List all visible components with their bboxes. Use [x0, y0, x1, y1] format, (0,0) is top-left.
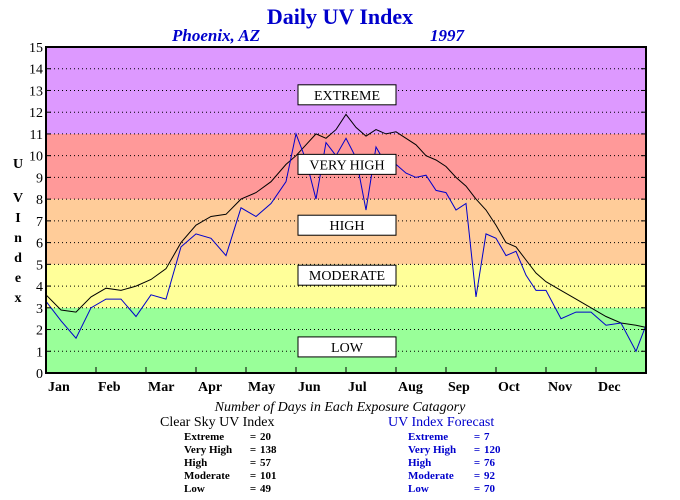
- row-value: 7: [484, 431, 490, 443]
- y-tick-label: 14: [29, 63, 43, 78]
- row-label: Very High: [184, 444, 233, 456]
- row-value: 57: [260, 457, 271, 469]
- forecast-row: Low = 70: [408, 483, 514, 496]
- y-tick-label: 10: [29, 150, 43, 165]
- y-tick-label: 15: [29, 41, 43, 56]
- band-label: HIGH: [330, 219, 365, 234]
- band-label: MODERATE: [309, 269, 385, 284]
- clear-sky-row: High = 57: [184, 457, 290, 470]
- x-tick-label: Nov: [548, 380, 572, 395]
- x-tick-label: Jun: [298, 380, 321, 395]
- y-tick-label: 8: [36, 193, 43, 208]
- row-label: High: [184, 457, 208, 469]
- band-label-box: [297, 153, 397, 175]
- y-axis-label-char: U: [13, 157, 23, 172]
- row-label: Extreme: [408, 431, 449, 443]
- band-label: EXTREME: [314, 89, 380, 104]
- clear-sky-summary: Clear Sky UV Index Extreme = 20 Very High =…: [160, 415, 290, 496]
- row-value: 70: [484, 483, 495, 495]
- forecast-row: High = 76: [408, 457, 514, 470]
- y-tick-label: 5: [36, 258, 43, 273]
- x-tick-label: Jan: [48, 380, 70, 395]
- x-tick-label: Jul: [348, 380, 367, 395]
- y-tick-label: 11: [30, 128, 43, 143]
- x-tick-label: Oct: [498, 380, 520, 395]
- y-tick-label: 4: [36, 280, 43, 295]
- row-value: 92: [484, 470, 495, 482]
- y-axis-label-char: x: [15, 291, 22, 306]
- row-value: 76: [484, 457, 495, 469]
- clear-sky-row: Very High = 138: [184, 444, 290, 457]
- y-axis-label-char: I: [15, 211, 20, 226]
- forecast-summary: UV Index Forecast Extreme = 7 Very High = 12…: [388, 415, 514, 496]
- band-label-box: [297, 84, 397, 106]
- band-label: VERY HIGH: [309, 158, 384, 173]
- y-axis-label-char: V: [13, 191, 23, 206]
- band-label-box: [297, 264, 397, 286]
- y-tick-label: 12: [29, 106, 43, 121]
- row-value: 138: [260, 444, 277, 456]
- x-tick-label: May: [248, 380, 275, 395]
- x-tick-label: Mar: [148, 380, 174, 395]
- forecast-row: Very High = 120: [408, 444, 514, 457]
- band-label-box: [297, 336, 397, 358]
- row-label: Low: [408, 483, 429, 495]
- row-label: Extreme: [184, 431, 225, 443]
- clear-sky-row: Low = 49: [184, 483, 290, 496]
- forecast-heading: UV Index Forecast: [388, 415, 495, 430]
- forecast-row: Moderate = 92: [408, 470, 514, 483]
- clear-sky-line: [45, 113, 647, 328]
- band-label-box: [297, 214, 397, 236]
- clear-sky-row: Moderate = 101: [184, 470, 290, 483]
- y-tick-label: 2: [36, 324, 43, 339]
- band-label: LOW: [331, 341, 364, 356]
- y-tick-label: 1: [36, 345, 43, 360]
- y-tick-label: 3: [36, 302, 43, 317]
- forecast-row: Extreme = 7: [408, 431, 514, 444]
- clear-sky-row: Extreme = 20: [184, 431, 290, 444]
- forecast-line: [45, 132, 647, 353]
- y-tick-label: 7: [36, 215, 43, 230]
- location-label: Phoenix, AZ: [172, 26, 261, 45]
- row-value: 120: [484, 444, 501, 456]
- x-tick-label: Apr: [198, 380, 222, 395]
- chart-title: Daily UV Index: [266, 4, 414, 29]
- y-tick-label: 9: [36, 171, 43, 186]
- row-label: Low: [184, 483, 205, 495]
- y-axis-label-char: d: [14, 251, 22, 266]
- year-label: 1997: [430, 26, 464, 45]
- y-axis-label-char: n: [14, 231, 22, 246]
- row-label: Very High: [408, 444, 457, 456]
- row-label: High: [408, 457, 432, 469]
- y-axis-label-char: e: [15, 271, 21, 286]
- x-tick-label: Aug: [398, 380, 423, 395]
- row-value: 101: [260, 470, 277, 482]
- x-tick-label: Feb: [98, 380, 121, 395]
- row-label: Moderate: [184, 470, 230, 482]
- y-tick-label: 6: [36, 237, 43, 252]
- x-tick-label: Sep: [448, 380, 470, 395]
- clear-sky-heading: Clear Sky UV Index: [160, 415, 275, 430]
- exposure-days-title: Number of Days in Each Exposure Catagory: [214, 400, 466, 415]
- y-tick-label: 0: [36, 367, 43, 382]
- row-value: 20: [260, 431, 271, 443]
- row-label: Moderate: [408, 470, 454, 482]
- y-tick-label: 13: [29, 84, 43, 99]
- x-tick-label: Dec: [598, 380, 621, 395]
- row-value: 49: [260, 483, 271, 495]
